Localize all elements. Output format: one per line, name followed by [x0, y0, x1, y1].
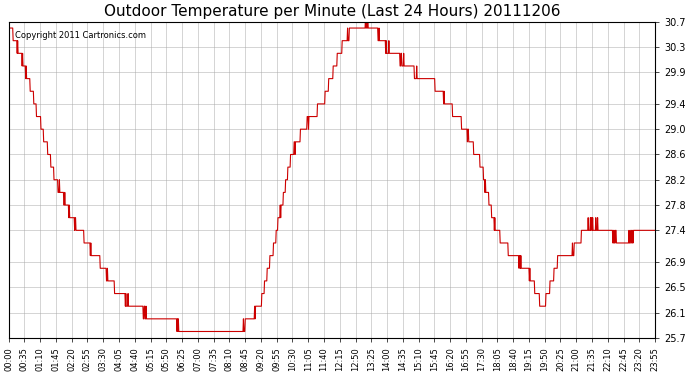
Text: Copyright 2011 Cartronics.com: Copyright 2011 Cartronics.com: [15, 31, 146, 40]
Title: Outdoor Temperature per Minute (Last 24 Hours) 20111206: Outdoor Temperature per Minute (Last 24 …: [104, 4, 560, 19]
